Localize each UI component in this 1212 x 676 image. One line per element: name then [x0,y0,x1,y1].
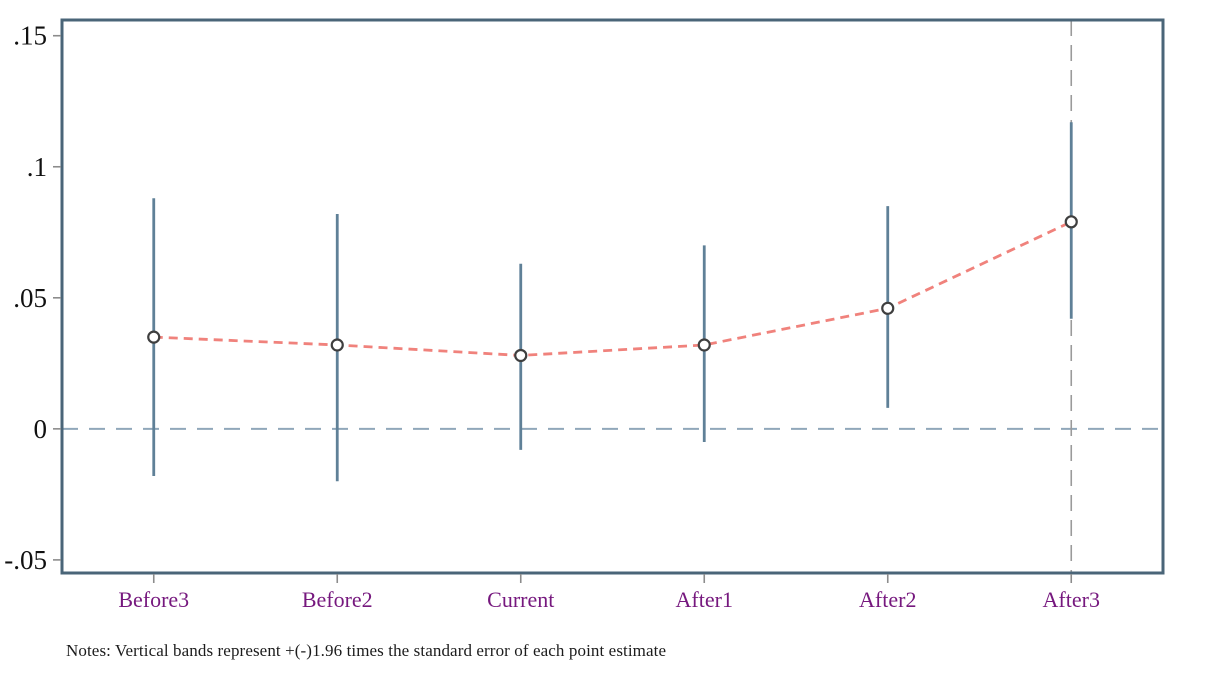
y-tick-label: .05 [13,283,47,313]
markers [147,215,1078,363]
y-tick-label: .15 [13,21,47,51]
axis-ticks [53,34,1073,583]
x-category-label: Before2 [302,587,373,612]
y-tick-label: 0 [34,414,48,444]
axis-labels: .15 .1 .05 0 -.05 Before3 Before2 Current After1… [4,21,1100,612]
plot-border-rect [60,18,1165,575]
chart-notes: Notes: Vertical bands represent +(-)1.96… [66,641,667,660]
point-marker-Current [514,348,528,363]
point-marker-After3 [1064,215,1078,229]
y-tick-label: -.05 [4,545,47,575]
y-tick-label: .1 [27,152,47,182]
point-marker-Before2 [330,338,344,352]
estimate-line [153,220,1072,357]
x-category-label: Current [487,587,554,612]
reference-lines [62,20,1163,573]
x-category-label: After2 [859,587,916,612]
estimate-dashed-line [153,220,1072,357]
point-marker-Before3 [147,330,161,344]
error-bars [152,122,1073,482]
x-category-label: After3 [1043,587,1100,612]
point-marker-After1 [697,338,711,352]
plot-border [60,18,1165,575]
point-marker-After2 [881,301,895,315]
x-category-label: Before3 [118,587,189,612]
x-category-label: After1 [676,587,733,612]
